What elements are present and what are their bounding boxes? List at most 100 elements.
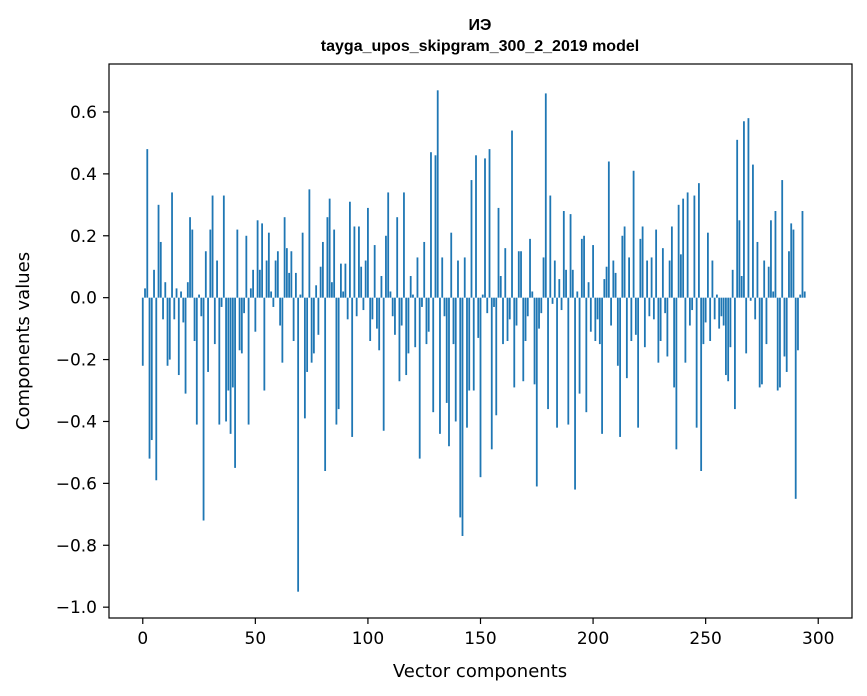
bar-component-260 xyxy=(727,297,730,382)
bar-component-175 xyxy=(535,297,538,487)
bar-component-176 xyxy=(538,297,540,329)
x-tick-label: 300 xyxy=(802,629,834,649)
bar-component-111 xyxy=(391,297,394,317)
bar-component-218 xyxy=(632,170,635,298)
bar-component-211 xyxy=(616,297,619,366)
bar-component-47 xyxy=(247,297,250,425)
bar-component-282 xyxy=(776,297,779,391)
bar-component-289 xyxy=(792,229,795,298)
bar-component-192 xyxy=(574,297,576,490)
bar-component-38 xyxy=(227,297,230,391)
bar-component-251 xyxy=(707,232,709,298)
bar-component-225 xyxy=(648,297,651,317)
bar-component-167 xyxy=(517,251,520,298)
bar-component-129 xyxy=(432,297,435,413)
bar-component-207 xyxy=(607,161,610,298)
bar-component-140 xyxy=(457,260,459,298)
bar-component-286 xyxy=(785,297,788,372)
bar-component-35 xyxy=(220,297,223,307)
bar-component-196 xyxy=(583,235,585,298)
bar-component-186 xyxy=(560,297,563,311)
bar-component-226 xyxy=(650,257,653,298)
bar-component-266 xyxy=(740,276,743,298)
bar-component-185 xyxy=(558,279,561,298)
bar-component-107 xyxy=(382,297,385,431)
bar-component-28 xyxy=(204,251,207,298)
bar-component-36 xyxy=(222,195,225,298)
bar-component-76 xyxy=(312,297,315,354)
bar-component-128 xyxy=(430,152,432,298)
bar-component-0 xyxy=(141,297,144,366)
bar-component-166 xyxy=(515,297,518,326)
bar-component-229 xyxy=(657,297,660,363)
bar-component-55 xyxy=(265,260,268,298)
bar-component-253 xyxy=(711,260,714,298)
bar-component-292 xyxy=(799,294,802,298)
bar-component-248 xyxy=(700,297,703,471)
bar-component-198 xyxy=(587,282,590,298)
bar-component-90 xyxy=(344,263,347,298)
bar-component-206 xyxy=(605,266,608,298)
bar-component-268 xyxy=(745,297,748,354)
bar-component-197 xyxy=(585,297,588,413)
bar-component-172 xyxy=(529,238,531,298)
y-tick-label: 0.4 xyxy=(70,165,97,185)
bar-component-102 xyxy=(371,297,374,320)
bar-component-71 xyxy=(301,232,304,298)
bar-component-10 xyxy=(164,282,167,298)
bar-component-162 xyxy=(506,297,509,341)
bar-component-202 xyxy=(596,297,599,320)
bar-component-122 xyxy=(416,257,419,298)
x-tick-label: 50 xyxy=(245,629,267,649)
x-tick-label: 200 xyxy=(577,629,609,649)
bar-component-144 xyxy=(466,297,468,428)
bar-component-245 xyxy=(693,195,696,298)
bar-component-200 xyxy=(592,245,594,298)
bar-component-262 xyxy=(731,269,734,298)
bar-component-113 xyxy=(396,217,399,298)
bar-component-3 xyxy=(148,297,151,459)
bar-component-54 xyxy=(263,297,266,391)
bar-component-46 xyxy=(245,235,248,298)
bar-component-94 xyxy=(353,226,356,298)
bar-component-287 xyxy=(788,251,790,298)
bar-component-147 xyxy=(472,297,475,391)
bar-component-120 xyxy=(412,294,414,298)
bar-component-95 xyxy=(355,297,358,317)
y-axis-label: Components values xyxy=(13,252,34,430)
bar-component-244 xyxy=(691,297,694,311)
bar-component-180 xyxy=(547,297,549,410)
bar-component-184 xyxy=(556,297,558,428)
chart-title-line2: tayga_upos_skipgram_300_2_2019 model xyxy=(321,38,639,55)
bar-component-92 xyxy=(349,201,351,298)
bar-component-236 xyxy=(673,297,676,388)
bar-component-223 xyxy=(643,297,646,348)
bar-component-210 xyxy=(614,272,617,298)
bar-component-126 xyxy=(425,297,428,345)
bar-component-252 xyxy=(709,297,712,341)
bar-component-237 xyxy=(675,297,678,450)
bar-component-4 xyxy=(150,297,153,441)
bar-component-246 xyxy=(695,297,698,428)
bar-component-26 xyxy=(200,297,203,317)
bar-component-114 xyxy=(398,297,401,382)
chart-title-line1: ИЭ xyxy=(469,17,492,34)
bar-component-66 xyxy=(290,251,293,298)
x-axis-ticks: 0 50 100 150 200 250 300 xyxy=(137,618,834,649)
bar-component-173 xyxy=(531,291,534,298)
bar-component-191 xyxy=(571,269,574,298)
bar-component-238 xyxy=(677,204,680,298)
bar-component-152 xyxy=(484,158,486,298)
bar-component-161 xyxy=(504,248,507,298)
bar-component-275 xyxy=(761,297,763,385)
bar-component-139 xyxy=(454,297,457,422)
x-tick-label: 0 xyxy=(137,629,148,649)
bar-component-15 xyxy=(175,288,178,298)
bar-component-52 xyxy=(258,269,261,298)
bar-component-228 xyxy=(655,229,658,298)
bar-component-269 xyxy=(747,118,750,298)
bar-component-220 xyxy=(637,297,640,428)
bar-component-178 xyxy=(542,257,545,298)
bar-component-41 xyxy=(234,297,236,468)
bar-component-37 xyxy=(225,297,227,422)
